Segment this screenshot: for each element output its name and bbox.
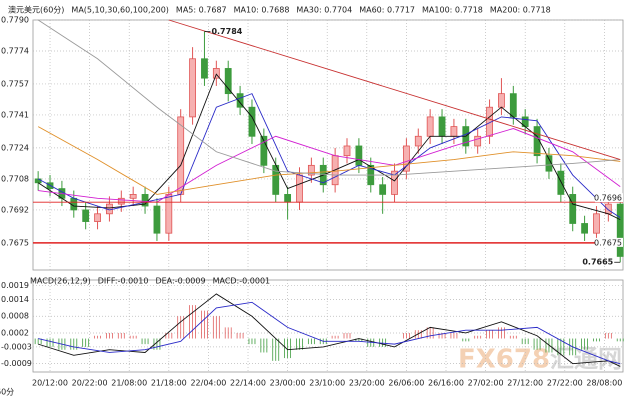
price-line-label: 0.7675 xyxy=(594,238,622,247)
period-label: 60分 xyxy=(0,388,14,397)
candle-body xyxy=(117,197,125,205)
price-line-label: 0.7696 xyxy=(594,194,622,203)
x-tick-label: 23/10:00 xyxy=(309,379,345,388)
candle-body xyxy=(343,145,351,157)
legend-item: MA200: 0.7718 xyxy=(490,6,551,15)
candle-body xyxy=(474,135,482,147)
legend-item: DEA:-0.0009 xyxy=(155,277,205,286)
candle-body xyxy=(34,178,42,184)
y-tick-label: 0.7675 xyxy=(1,238,29,247)
candle-body xyxy=(153,205,161,234)
ma-line xyxy=(37,126,621,195)
y-tick-label: 0.0019 xyxy=(1,281,29,290)
candle-body xyxy=(391,170,398,195)
candle-body xyxy=(165,194,173,234)
legend-item: MA30: 0.7704 xyxy=(296,6,352,15)
watermark: FX678 xyxy=(458,345,550,375)
y-tick-label: 0.0002 xyxy=(1,328,29,337)
y-tick-label: 0.7790 xyxy=(1,16,29,25)
candle-body xyxy=(296,174,303,203)
candle-body xyxy=(593,213,600,234)
x-tick-label: 23/00:00 xyxy=(270,379,306,388)
candle-body xyxy=(129,194,137,199)
legend-item: MA(5,10,30,60,100,200) xyxy=(71,6,169,15)
candle-body xyxy=(189,58,196,118)
x-tick-label: 21/18:00 xyxy=(151,379,187,388)
legend-item: MA5: 0.7687 xyxy=(176,6,227,15)
legend-item: MA10: 0.7688 xyxy=(234,6,290,15)
x-tick-label: 26/16:00 xyxy=(428,379,464,388)
candle-body xyxy=(426,116,434,137)
candle-body xyxy=(224,68,232,95)
price-tag-bg xyxy=(595,193,623,203)
candle-body xyxy=(604,203,612,215)
candle-body xyxy=(284,194,292,203)
x-tick-label: 27/02:00 xyxy=(468,379,504,388)
x-tick-label: 22/14:00 xyxy=(230,379,266,388)
ma-line xyxy=(38,128,621,203)
y-tick-label: 0.7708 xyxy=(1,174,29,183)
legend-item: MACD(26,12,9) xyxy=(30,277,91,286)
candle-body xyxy=(82,209,90,222)
extreme-label: 0.7665 xyxy=(582,258,613,267)
x-tick-label: 22/04:00 xyxy=(190,379,226,388)
candle-body xyxy=(581,223,588,234)
candle-body xyxy=(70,197,78,211)
ma-line xyxy=(37,73,621,221)
legend-item: MA60: 0.7717 xyxy=(359,6,415,15)
candle-body xyxy=(94,213,101,222)
extreme-label: 0.7784 xyxy=(211,27,242,36)
candle-body xyxy=(248,106,256,137)
macd-line xyxy=(38,293,621,367)
ma-line xyxy=(37,93,621,219)
y-tick-label: 0.7757 xyxy=(1,79,29,88)
candle-body xyxy=(260,135,268,166)
candle-body xyxy=(616,203,624,257)
price-tag-bg xyxy=(595,237,623,247)
legend-item: DIFF:-0.0010 xyxy=(98,277,149,286)
candle-body xyxy=(557,170,565,195)
ma-line xyxy=(37,19,621,176)
candle-body xyxy=(212,68,220,79)
x-tick-label: 23/20:00 xyxy=(349,379,385,388)
candle-body xyxy=(236,93,244,108)
macd-line xyxy=(38,301,621,365)
y-tick-label: 0.0008 xyxy=(1,312,29,321)
legend-item: MACD:-0.0001 xyxy=(213,277,271,286)
candle-body xyxy=(307,164,315,176)
x-tick-label: 28/08:00 xyxy=(586,379,622,388)
macd-panel-frame xyxy=(32,279,624,373)
y-tick-label: -0.0003 xyxy=(1,342,32,351)
ma-line xyxy=(168,19,621,160)
y-tick-label: -0.0009 xyxy=(1,359,32,368)
candle-body xyxy=(438,116,446,137)
y-tick-label: 0.7774 xyxy=(1,47,29,56)
x-tick-label: 20/22:00 xyxy=(72,379,108,388)
candle-body xyxy=(379,184,387,195)
x-tick-label: 27/22:00 xyxy=(547,379,583,388)
candle-body xyxy=(201,58,208,79)
candle-body xyxy=(569,194,577,224)
legend-item: MA100: 0.7718 xyxy=(422,6,483,15)
y-tick-label: 0.7741 xyxy=(1,110,29,119)
candle-body xyxy=(414,135,422,147)
legend-item: 澳元美元(60分) xyxy=(8,5,64,15)
candle-body xyxy=(545,155,553,172)
x-tick-label: 26/06:00 xyxy=(388,379,424,388)
candle-body xyxy=(498,93,505,108)
candle-body xyxy=(403,145,410,172)
candle-body xyxy=(355,145,363,166)
watermark: 汇通网 xyxy=(550,345,622,373)
y-tick-label: 0.7692 xyxy=(1,205,29,214)
candle-body xyxy=(509,93,517,118)
x-tick-label: 21/08:00 xyxy=(111,379,147,388)
x-tick-label: 20/12:00 xyxy=(32,379,68,388)
y-tick-label: 0.0014 xyxy=(1,295,29,304)
candle-body xyxy=(450,126,458,137)
y-tick-label: 0.7724 xyxy=(1,143,29,152)
candle-body xyxy=(177,116,185,195)
x-tick-label: 27/12:00 xyxy=(507,379,543,388)
